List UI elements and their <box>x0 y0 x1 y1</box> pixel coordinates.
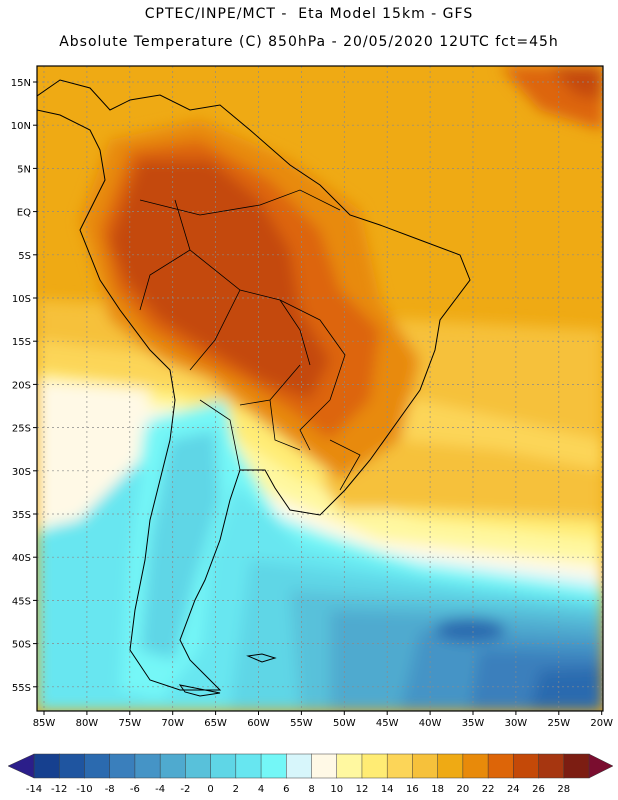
lon-label: 80W <box>76 718 99 729</box>
colorbar-swatch <box>185 753 212 779</box>
lat-label: EQ <box>17 208 31 219</box>
colorbar-label: 14 <box>381 784 394 795</box>
colorbar-label: -14 <box>26 784 42 795</box>
lat-label: 5S <box>18 251 31 262</box>
colorbar-swatch <box>311 753 338 779</box>
lat-label: 50S <box>12 640 31 651</box>
lat-label: 5N <box>17 164 31 175</box>
colorbar-label: 6 <box>283 784 289 795</box>
lon-label: 40W <box>419 718 442 729</box>
colorbar-label: 0 <box>207 784 213 795</box>
colorbar-label: 12 <box>356 784 369 795</box>
lat-label: 55S <box>12 683 31 694</box>
title-line-2: Absolute Temperature (C) 850hPa - 20/05/… <box>59 34 559 50</box>
lat-label: 35S <box>12 510 31 521</box>
lon-label: 50W <box>333 718 356 729</box>
lon-label: 75W <box>118 718 141 729</box>
colorbar-swatch <box>159 753 186 779</box>
colorbar-label: -12 <box>51 784 67 795</box>
colorbar-label: -10 <box>76 784 92 795</box>
colorbar-label: 26 <box>532 784 545 795</box>
colorbar-label: 2 <box>233 784 239 795</box>
colorbar-label: 10 <box>330 784 343 795</box>
field-pacific-white <box>37 380 150 530</box>
falklands <box>246 653 277 663</box>
colorbar-swatch <box>386 753 413 779</box>
colorbar-label: 16 <box>406 784 419 795</box>
coastlines <box>37 79 471 697</box>
lon-label: 85W <box>33 718 56 729</box>
colorbar-swatch <box>235 753 262 779</box>
colorbar-label: 22 <box>482 784 495 795</box>
lat-label: 30S <box>12 467 31 478</box>
country-borders <box>139 189 361 491</box>
colorbar-swatch <box>487 753 514 779</box>
colorbar-swatch <box>58 753 86 779</box>
lon-label: 25W <box>547 718 570 729</box>
lat-label: 15S <box>12 337 31 348</box>
lat-label: 25S <box>12 424 31 435</box>
graticule <box>37 66 603 711</box>
colorbar-swatch <box>336 753 363 779</box>
colorbar-label: 4 <box>258 784 264 795</box>
colorbar-label: -2 <box>180 784 190 795</box>
lon-label: 65W <box>204 718 227 729</box>
colorbar-label: 20 <box>456 784 469 795</box>
temperature-field <box>37 66 603 711</box>
south-america-outline <box>37 79 471 691</box>
colorbar-label: 8 <box>308 784 314 795</box>
colorbar-swatch <box>412 753 439 779</box>
colorbar-swatch <box>538 753 565 779</box>
colorbar-label: -6 <box>130 784 140 795</box>
colorbar-swatch <box>33 753 60 779</box>
field-andes-cold-core <box>140 430 220 660</box>
colorbar-label: 28 <box>557 784 570 795</box>
lat-label: 45S <box>12 596 31 607</box>
lat-label: 15N <box>11 78 31 89</box>
lat-label: 20S <box>12 380 31 391</box>
field-warm-northeast <box>550 66 603 100</box>
lon-label: 20W <box>590 718 613 729</box>
lat-label: 10S <box>12 294 31 305</box>
lat-label: 40S <box>12 553 31 564</box>
latitude-labels: 15N 10N 5N EQ 5S 10S 15S 20S 25S 30S 35S 40S 45S 50S 5… <box>11 78 37 694</box>
colorbar-swatch <box>437 753 464 779</box>
colorbar-label: -8 <box>105 784 115 795</box>
colorbar-swatch <box>260 753 287 779</box>
field-warm-tongue <box>320 440 603 520</box>
colorbar-label: 18 <box>431 784 444 795</box>
colorbar-swatch <box>134 753 161 779</box>
map-frame <box>36 65 604 712</box>
colorbar-swatch <box>563 753 590 779</box>
colorbar-label: 24 <box>507 784 520 795</box>
field-band-m10 <box>530 668 603 711</box>
colorbar-left-arrow <box>7 753 35 779</box>
colorbar-right-arrow <box>588 753 614 779</box>
lon-label: 45W <box>376 718 399 729</box>
colorbar-swatch <box>109 753 136 779</box>
colorbar-label: -4 <box>155 784 165 795</box>
field-warm-24 <box>110 160 330 400</box>
colorbar-swatch <box>286 753 313 779</box>
longitude-labels: 85W 80W 75W 70W 65W 60W 55W 50W 45W 40W 35W 30W 25W 2… <box>33 711 613 729</box>
colorbar-swatch <box>210 753 237 779</box>
colorbar-swatch <box>361 753 388 779</box>
colorbar-swatch <box>513 753 540 779</box>
lon-label: 60W <box>247 718 270 729</box>
lon-label: 55W <box>290 718 313 729</box>
tierra-del-fuego <box>178 684 221 697</box>
lon-label: 30W <box>505 718 528 729</box>
colorbar: -14 -12 -10 -8 -6 -4 -2 0 2 4 6 8 10 12 14 16 18 20 22 24 26… <box>7 753 614 795</box>
colorbar-swatch <box>462 753 489 779</box>
lon-label: 70W <box>161 718 184 729</box>
title-line-1: CPTEC/INPE/MCT - Eta Model 15km - GFS <box>144 6 474 22</box>
colorbar-swatch <box>84 753 111 779</box>
lon-label: 35W <box>462 718 485 729</box>
lat-label: 10N <box>11 121 31 132</box>
field-cold-pool <box>435 618 505 642</box>
